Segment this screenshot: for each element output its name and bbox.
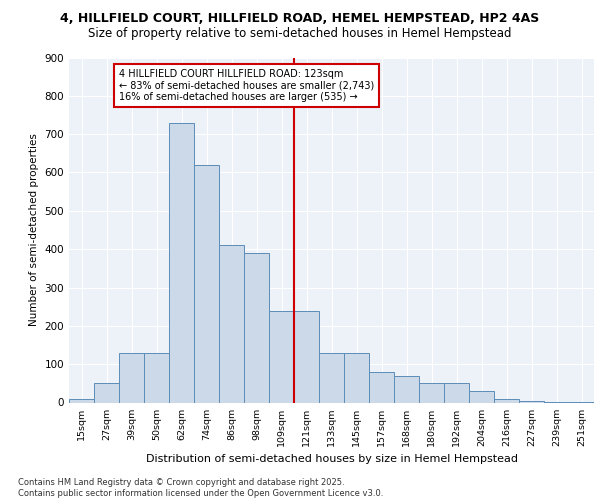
Bar [219, 246, 244, 402]
Bar [194, 165, 219, 402]
Text: 4 HILLFIELD COURT HILLFIELD ROAD: 123sqm
← 83% of semi-detached houses are small: 4 HILLFIELD COURT HILLFIELD ROAD: 123sqm… [119, 69, 374, 102]
Bar [344, 352, 369, 403]
X-axis label: Distribution of semi-detached houses by size in Hemel Hempstead: Distribution of semi-detached houses by … [146, 454, 517, 464]
Text: 4, HILLFIELD COURT, HILLFIELD ROAD, HEMEL HEMPSTEAD, HP2 4AS: 4, HILLFIELD COURT, HILLFIELD ROAD, HEME… [61, 12, 539, 26]
Y-axis label: Number of semi-detached properties: Number of semi-detached properties [29, 134, 39, 326]
Bar [519, 400, 544, 402]
Bar [369, 372, 394, 402]
Bar [269, 310, 294, 402]
Bar [394, 376, 419, 402]
Bar [494, 398, 519, 402]
Bar [469, 391, 494, 402]
Bar [244, 253, 269, 402]
Bar [94, 384, 119, 402]
Bar [319, 352, 344, 403]
Bar [294, 310, 319, 402]
Bar [119, 352, 144, 403]
Bar [69, 398, 94, 402]
Text: Size of property relative to semi-detached houses in Hemel Hempstead: Size of property relative to semi-detach… [88, 28, 512, 40]
Text: Contains HM Land Registry data © Crown copyright and database right 2025.
Contai: Contains HM Land Registry data © Crown c… [18, 478, 383, 498]
Bar [444, 384, 469, 402]
Bar [144, 352, 169, 403]
Bar [419, 384, 444, 402]
Bar [169, 122, 194, 402]
